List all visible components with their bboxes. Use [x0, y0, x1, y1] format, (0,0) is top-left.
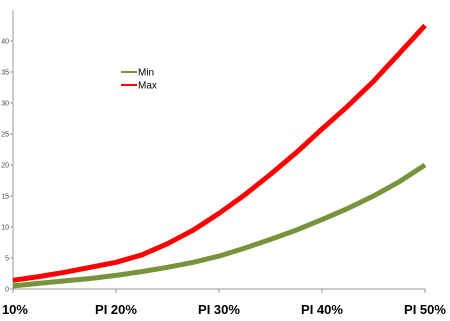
legend-label-max: Max	[138, 81, 157, 92]
y-tick-label: 5	[5, 256, 9, 263]
y-tick-label: 40	[1, 39, 9, 46]
y-tick-label: 10	[1, 225, 9, 232]
legend: Min Max	[121, 68, 157, 92]
series-line-min	[12, 162, 427, 289]
axes: 0 5 10 15 20 25 30 35 40 PI 10% PI 20% PI 30% PI 40%…	[0, 10, 446, 317]
legend-label-min: Min	[138, 68, 154, 79]
y-tick-label: 30	[1, 101, 9, 108]
series-line-max	[12, 23, 427, 283]
x-tick-label: PI 50%	[404, 302, 446, 317]
y-tick-label: 25	[1, 132, 9, 139]
x-tick-label: PI 10%	[0, 302, 28, 317]
y-tick-label: 15	[1, 194, 9, 201]
x-tick-label: PI 20%	[95, 302, 137, 317]
y-tick-label: 20	[1, 163, 9, 170]
x-tick-label: PI 40%	[301, 302, 343, 317]
y-tick-label: 35	[1, 70, 9, 77]
x-tick-label: PI 30%	[198, 302, 240, 317]
series-lines	[12, 23, 427, 289]
y-tick-label: 0	[5, 287, 9, 294]
